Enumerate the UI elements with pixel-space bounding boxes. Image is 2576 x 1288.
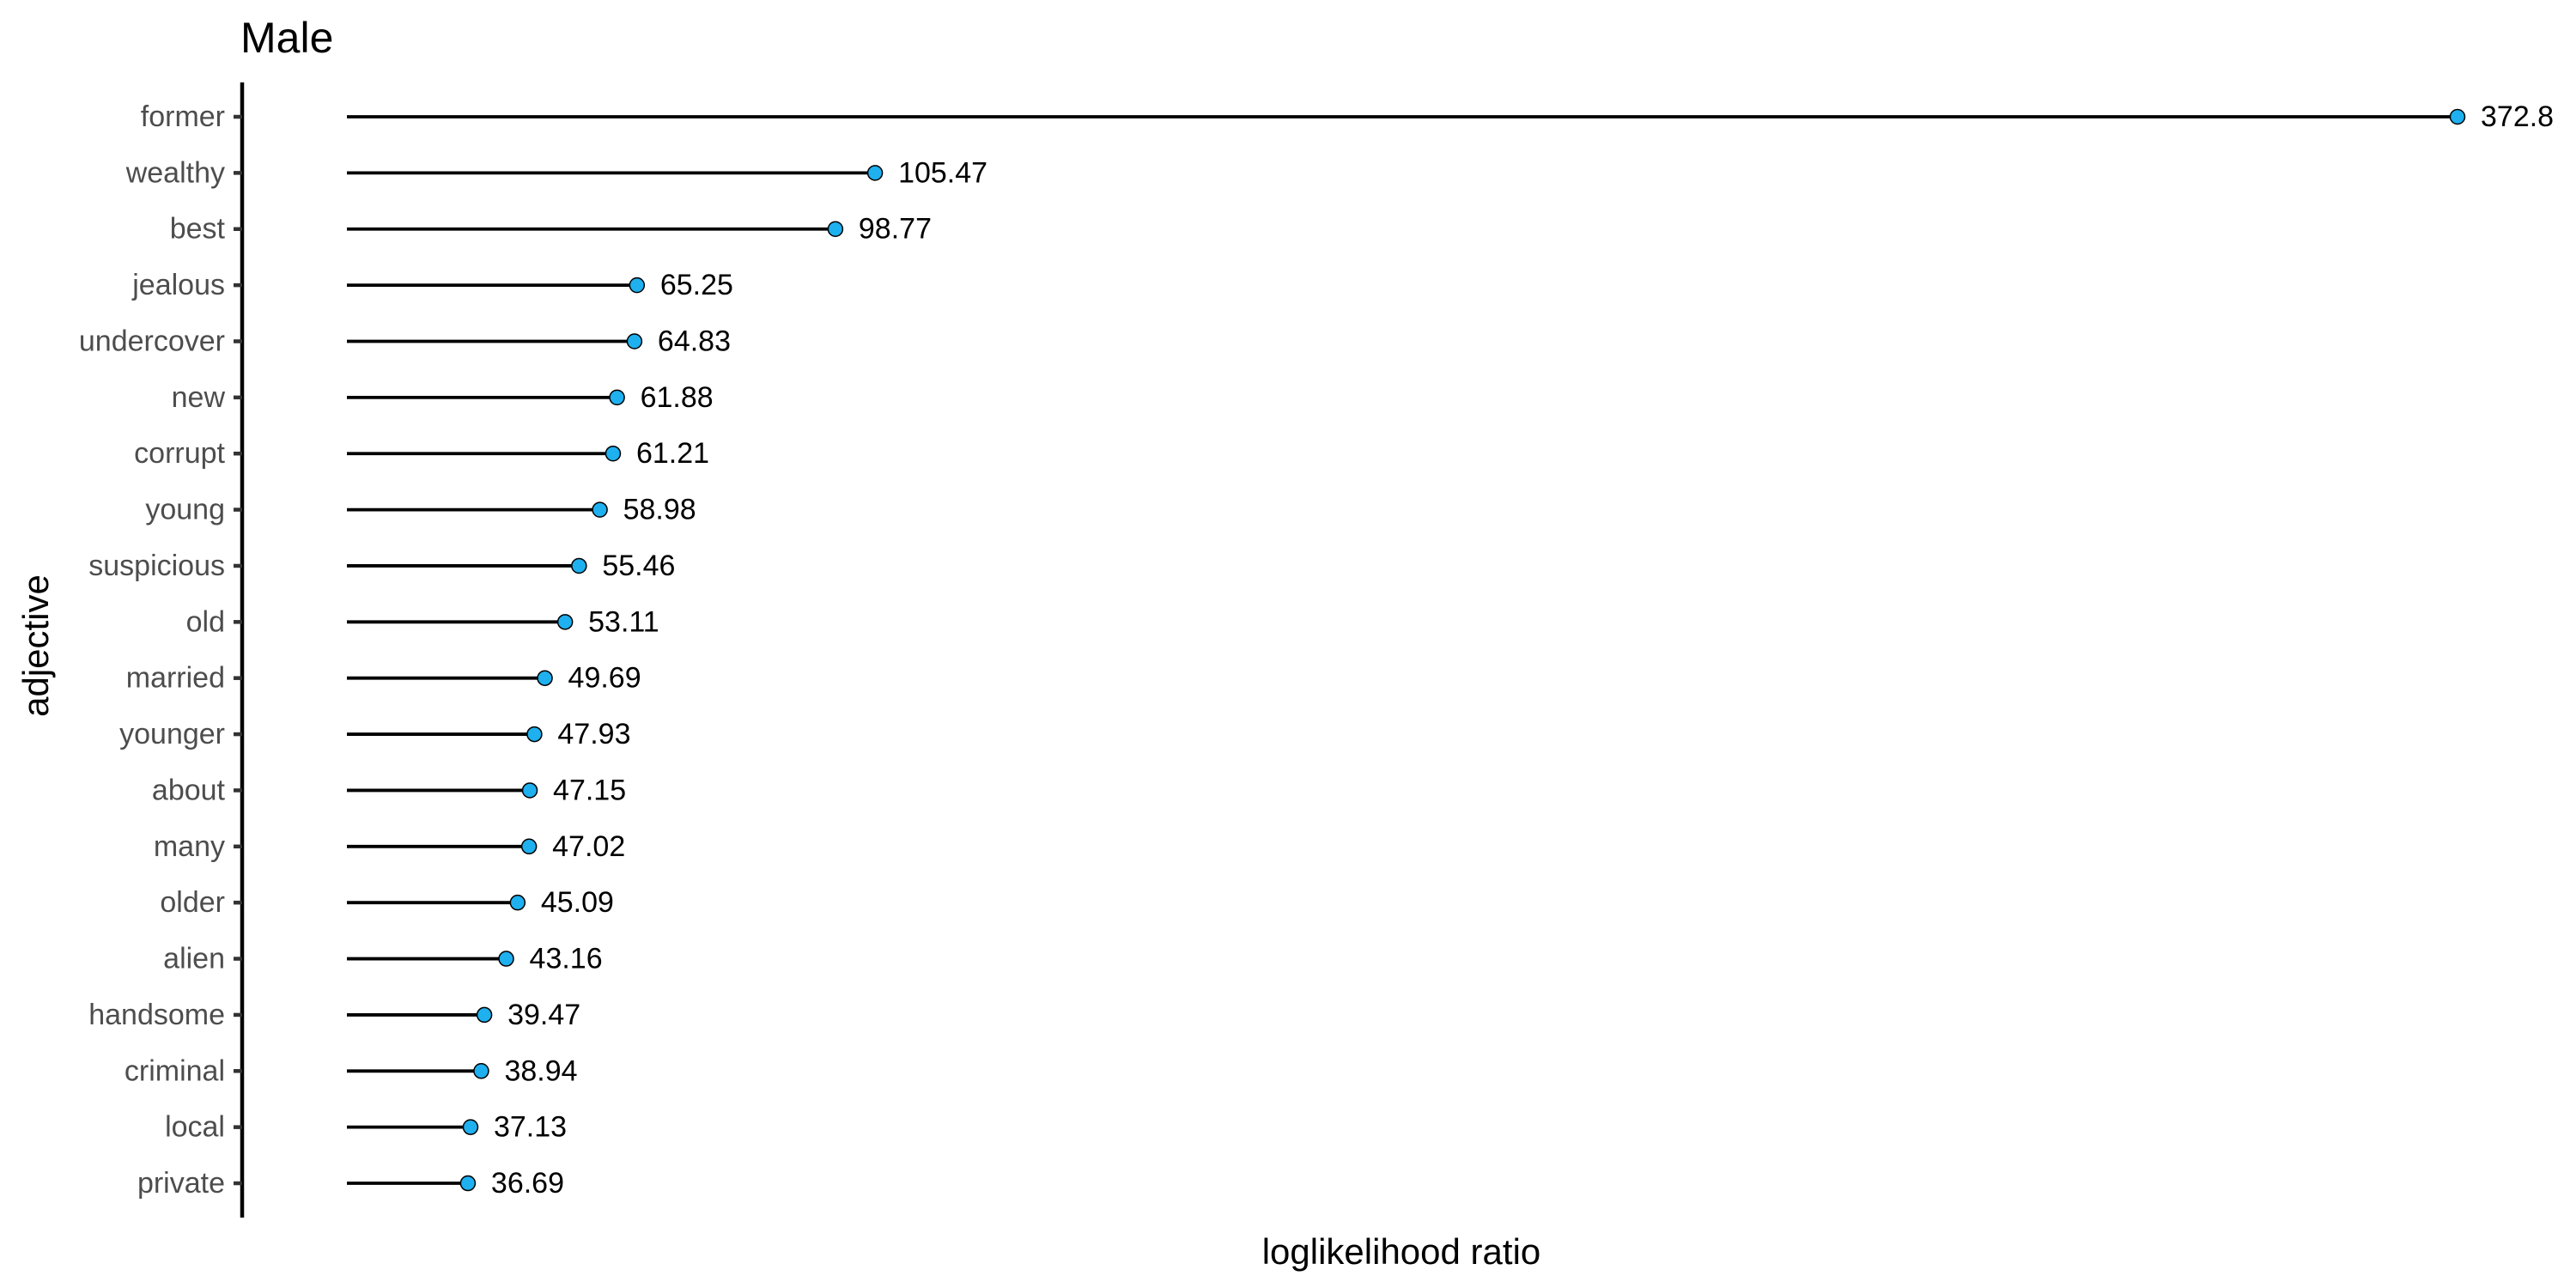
data-label: 36.69: [491, 1167, 564, 1200]
y-tick-label: local: [165, 1111, 225, 1144]
y-tick-label: best: [170, 213, 226, 246]
lollipop-point: [626, 333, 643, 349]
lollipop-point: [629, 276, 646, 294]
x-axis-title: loglikelihood ratio: [1262, 1231, 1541, 1272]
lollipop-point: [509, 894, 526, 911]
lollipop-point: [866, 165, 884, 181]
data-label: 64.83: [658, 325, 731, 357]
y-tick-label: corrupt: [134, 437, 225, 470]
lollipop-point: [556, 614, 574, 630]
y-tick-label: jealous: [131, 269, 225, 301]
lollipop-point: [459, 1175, 477, 1192]
data-label: 65.25: [660, 269, 733, 301]
data-label: 61.21: [636, 437, 709, 470]
y-tick-label: suspicious: [88, 550, 225, 582]
lollipop-point: [498, 951, 514, 967]
data-label: 45.09: [541, 886, 614, 919]
data-label: 372.8: [2481, 100, 2554, 133]
y-tick-label: criminal: [125, 1054, 225, 1087]
lollipop-point: [473, 1063, 489, 1079]
data-label: 53.11: [588, 605, 659, 638]
data-label: 37.13: [494, 1111, 567, 1144]
lollipop-point: [592, 501, 608, 518]
y-tick-label: younger: [119, 718, 225, 750]
data-label: 55.46: [602, 550, 675, 582]
y-tick-label: new: [172, 381, 226, 414]
lollipop-point: [520, 838, 538, 855]
lollipop-point: [2449, 108, 2466, 125]
data-label: 58.98: [623, 494, 696, 526]
chart-title: Male: [240, 14, 333, 62]
lollipop-point: [571, 557, 587, 574]
lollipop-point: [521, 782, 538, 799]
data-label: 49.69: [568, 662, 641, 695]
y-tick-label: alien: [163, 943, 225, 975]
lollipop-point: [537, 670, 553, 686]
data-label: 39.47: [507, 999, 580, 1031]
y-tick-label: young: [145, 494, 225, 526]
data-label: 47.02: [552, 830, 625, 863]
data-label: 38.94: [504, 1054, 577, 1087]
y-tick-label: married: [126, 662, 225, 695]
y-tick-label: wealthy: [125, 156, 225, 189]
lollipop-point: [605, 445, 622, 462]
y-tick-label: former: [141, 100, 225, 133]
lollipop-point: [476, 1006, 493, 1024]
lollipop-point: [526, 726, 543, 743]
lollipop-point: [609, 389, 625, 406]
data-label: 47.93: [557, 718, 630, 750]
y-axis-title: adjective: [15, 574, 56, 717]
data-label: 105.47: [898, 156, 987, 189]
y-tick-label: undercover: [79, 325, 225, 357]
data-label: 61.88: [641, 381, 714, 414]
data-label: 47.15: [553, 774, 626, 806]
y-tick-label: about: [152, 774, 226, 806]
lollipop-point: [462, 1119, 479, 1135]
y-tick-label: handsome: [88, 999, 225, 1031]
chart-marks: former 372.8 wealthy 105.47 best 98.77 jealous…: [79, 100, 2554, 1200]
lollipop-point: [827, 221, 844, 237]
data-label: 43.16: [530, 943, 603, 975]
data-label: 98.77: [859, 213, 932, 246]
y-tick-label: private: [137, 1167, 225, 1200]
y-tick-label: many: [154, 830, 225, 863]
y-tick-label: old: [186, 605, 225, 638]
y-tick-label: older: [160, 886, 225, 919]
